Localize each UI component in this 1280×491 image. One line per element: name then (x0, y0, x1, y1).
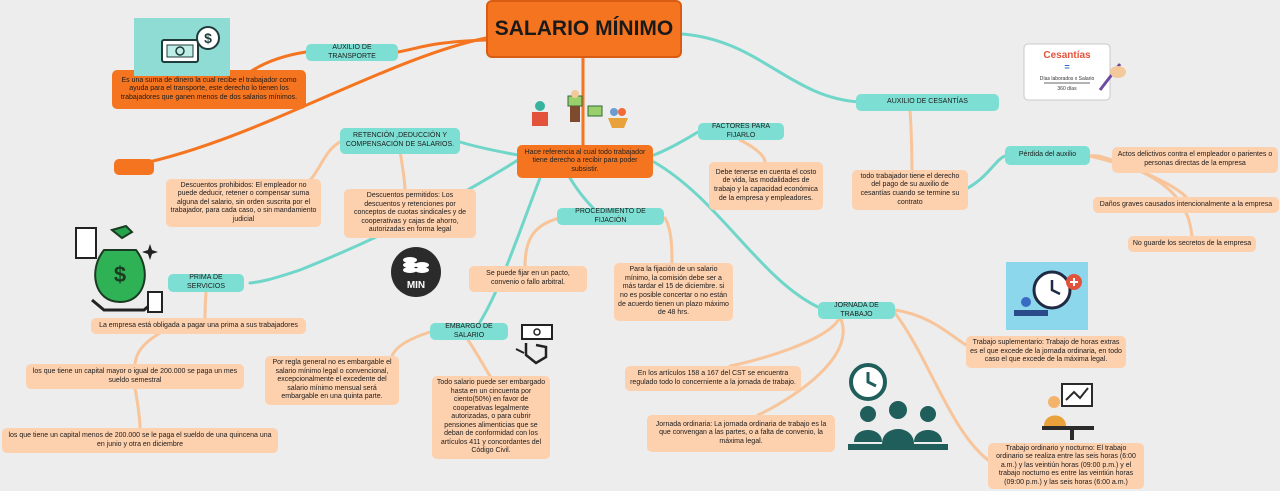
svg-text:$: $ (204, 30, 212, 46)
node-trabajo-nocturno: Trabajo ordinario y nocturno: El trabajo… (988, 443, 1144, 489)
link-proc-pacto (523, 216, 562, 268)
node-jornada: JORNADA DE TRABAJO (818, 302, 895, 319)
node-jornada-articulos: En los artículos 158 a 167 del CST se en… (625, 366, 801, 391)
link-obligada-mayor (133, 331, 162, 366)
link-embargo-regla (390, 330, 432, 358)
center-description: Hace referencia al cual todo trabajador … (517, 145, 653, 178)
node-transporte-description: Es una suma de dinero la cual recibe el … (112, 70, 306, 109)
link-mayor-menor (133, 386, 142, 430)
link-center-jornada (652, 160, 822, 310)
cesantias-card-icon: Cesantías = Días laborados x Salario 360… (1023, 43, 1126, 101)
link-prima-obligada (203, 290, 208, 320)
link-retencion-prohibidos (308, 140, 342, 182)
node-descuentos-prohibidos: Descuentos prohibidos: El empleador no p… (166, 179, 321, 227)
link-jornada-nocturno (893, 311, 990, 462)
link-center-factores (652, 130, 700, 157)
node-auxilio-cesantias: AUXILIO DE CESANTÍAS (856, 94, 999, 111)
link-jornada-ordinaria (756, 315, 845, 417)
link-jornada-suplementario (893, 308, 968, 347)
node-prima-mayor: los que tiene un capital mayor o igual d… (26, 364, 244, 389)
node-procedimiento: PROCEDIMIENTO DE FIJACIÓN (557, 208, 664, 225)
link-center-embargo (478, 176, 542, 324)
node-procedimiento-pacto: Se puede fijar en un pacto, convenio o f… (469, 266, 587, 292)
team-clock-icon (848, 363, 948, 450)
link-center-prima (248, 158, 520, 285)
node-embargo-regla: Por regla general no es embargable el sa… (265, 356, 399, 405)
node-prima-obligada: La empresa está obligada a pagar una pri… (91, 318, 306, 334)
link-factores-desc (738, 138, 767, 164)
link-proc-fijacion (663, 216, 674, 265)
link-title-orange-stub (116, 36, 488, 170)
node-perdida-secretos: No guarde los secretos de la empresa (1128, 236, 1256, 252)
node-embargo-todo: Todo salario puede ser embargado hasta e… (432, 376, 550, 459)
money-bag-hand-icon: $ (75, 224, 163, 313)
link-desc-perdida (966, 154, 1007, 190)
node-factores-description: Debe tenerse en cuenta el costo de vida,… (709, 162, 823, 210)
node-perdida-danos: Daños graves causados intencionalmente a… (1093, 197, 1279, 213)
money-bill-icon: $ (134, 18, 230, 76)
hand-cash-icon (515, 324, 553, 365)
node-perdida-actos: Actos delictivos contra el empleador o p… (1112, 147, 1278, 173)
node-jornada-ordinaria: Jornada ordinaria: La jornada ordinaria … (647, 415, 835, 452)
svg-text:=: = (1064, 62, 1069, 72)
link-retencion-permitidos (398, 148, 407, 192)
node-perdida-auxilio: Pérdida del auxilio (1005, 146, 1090, 165)
node-prima-servicios: PRIMA DE SERVICIOS (168, 274, 244, 292)
node-trabajo-suplementario: Trabajo suplementario: Trabajo de horas … (966, 336, 1126, 368)
node-embargo: EMBARGO DE SALARIO (430, 323, 508, 340)
clock-worker-icon (1006, 262, 1088, 330)
svg-text:Cesantías: Cesantías (1043, 50, 1091, 61)
svg-text:MIN: MIN (407, 280, 425, 291)
link-cesantias-desc (908, 108, 914, 172)
night-worker-icon (1042, 383, 1094, 440)
link-center-procedimiento (568, 176, 597, 212)
page-title: SALARIO MÍNIMO (486, 0, 682, 58)
node-auxilio-transporte: AUXILIO DE TRANSPORTE (306, 44, 398, 61)
svg-text:Días laborados x Salario: Días laborados x Salario (1040, 76, 1095, 82)
svg-text:$: $ (114, 262, 126, 287)
node-descuentos-permitidos: Descuentos permitidos: Los descuentos y … (344, 189, 476, 238)
node-retencion: RETENCIÓN ,DEDUCCIÓN Y COMPENSACIÓN DE S… (340, 128, 460, 154)
node-factores: FACTORES PARA FIJARLO (698, 123, 784, 140)
link-transporte-desc (248, 50, 308, 74)
node-orange-stub (114, 159, 154, 175)
node-cesantias-description: todo trabajador tiene el derecho del pag… (852, 170, 968, 210)
link-title-cesantias (680, 32, 862, 104)
link-embargo-todo (466, 338, 492, 378)
coin-stack-icon: MIN (391, 247, 441, 297)
svg-text:360 días: 360 días (1057, 86, 1077, 92)
link-center-retencion (458, 140, 520, 157)
people-money-icon (532, 90, 628, 128)
node-procedimiento-fijacion: Para la fijación de un salario mínimo, l… (614, 263, 733, 321)
link-jornada-articulos (728, 315, 842, 368)
node-prima-menor: los que tiene un capital menos de 200.00… (2, 428, 278, 453)
